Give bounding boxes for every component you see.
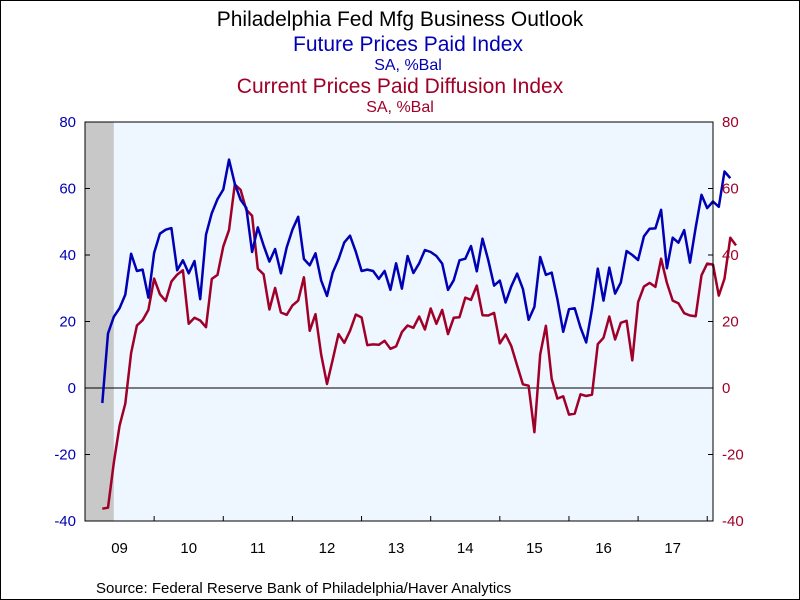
y-tick-label-left: 20 bbox=[59, 314, 76, 331]
y-tick-label-left: 60 bbox=[59, 181, 76, 198]
series-title-current: Current Prices Paid Diffusion Index bbox=[237, 75, 564, 98]
source-note: Source: Federal Reserve Bank of Philadel… bbox=[96, 580, 511, 597]
x-tick-label: 15 bbox=[526, 540, 543, 557]
y-tick-label-right: 0 bbox=[722, 380, 730, 397]
y-tick-label-left: -40 bbox=[54, 513, 76, 530]
y-tick-label-right: 80 bbox=[722, 114, 739, 131]
series-unit-future: SA, %Bal bbox=[374, 57, 442, 74]
y-tick-label-right: -40 bbox=[722, 513, 744, 530]
y-tick-label-left: 40 bbox=[59, 247, 76, 264]
y-tick-label-right: 20 bbox=[722, 314, 739, 331]
series-line-current bbox=[102, 183, 738, 510]
x-tick-label: 09 bbox=[111, 540, 128, 557]
chart-title: Philadelphia Fed Mfg Business Outlook bbox=[217, 8, 584, 31]
x-tick-label: 11 bbox=[250, 540, 266, 557]
x-tick-label: 13 bbox=[388, 540, 405, 557]
x-tick-label: 10 bbox=[180, 540, 197, 557]
y-tick-label-left: 0 bbox=[68, 380, 76, 397]
x-tick-label: 12 bbox=[319, 540, 336, 557]
series-unit-current: SA, %Bal bbox=[366, 99, 434, 116]
x-tick-label: 14 bbox=[457, 540, 474, 557]
y-tick-label-right: 60 bbox=[722, 181, 739, 198]
y-tick-label-right: 40 bbox=[722, 247, 739, 264]
plot-area bbox=[85, 122, 713, 521]
x-tick-label: 16 bbox=[595, 540, 612, 557]
y-tick-label-left: 80 bbox=[59, 114, 76, 131]
series-line-future bbox=[101, 158, 732, 404]
y-tick-label-right: -20 bbox=[722, 447, 744, 464]
series-title-future: Future Prices Paid Index bbox=[293, 33, 523, 56]
y-tick-label-left: -20 bbox=[54, 447, 76, 464]
x-tick-label: 17 bbox=[664, 540, 681, 557]
